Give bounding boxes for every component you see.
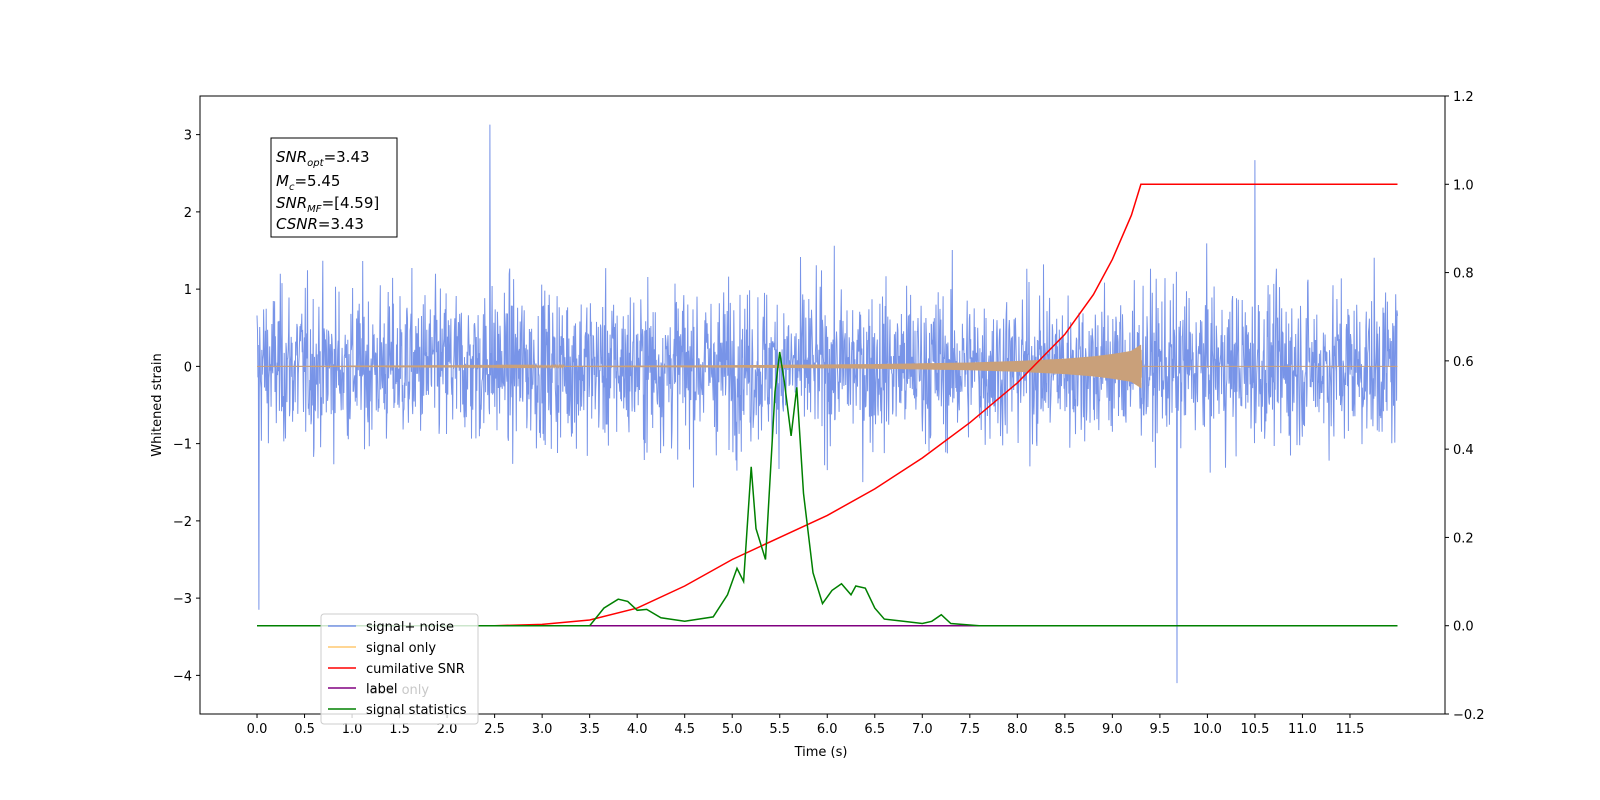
y-left-tick-label: −3 bbox=[173, 592, 192, 607]
legend: signal+ noise signal only cumilative SNR… bbox=[320, 613, 479, 725]
y-left-tick-label: 2 bbox=[184, 206, 192, 221]
x-tick-label: 10.5 bbox=[1240, 722, 1269, 737]
x-tick-label: 1.0 bbox=[342, 722, 363, 737]
x-tick-label: 6.0 bbox=[817, 722, 838, 737]
y-left-tick-label: 0 bbox=[184, 360, 192, 375]
x-tick-label: 11.5 bbox=[1335, 722, 1364, 737]
mc-line: Mc=5.45 bbox=[276, 172, 340, 193]
snr-opt-line: SNRopt=3.43 bbox=[276, 148, 370, 169]
x-tick-label: 2.5 bbox=[484, 722, 505, 737]
y-left-tick-label: −2 bbox=[173, 515, 192, 530]
x-tick-label: 1.5 bbox=[389, 722, 410, 737]
legend-item-signal-only: signal only bbox=[328, 641, 436, 656]
legend-item-signal-statistics: signal statistics bbox=[328, 703, 467, 718]
y-left-tick-label: −4 bbox=[173, 669, 192, 684]
x-tick-label: 8.5 bbox=[1055, 722, 1076, 737]
legend-item-label: label only label bbox=[328, 682, 429, 698]
x-tick-label: 0.0 bbox=[247, 722, 268, 737]
y-left-tick-label: −1 bbox=[173, 438, 192, 453]
x-tick-label: 7.0 bbox=[912, 722, 933, 737]
x-tick-label: 9.5 bbox=[1150, 722, 1171, 737]
y-right-tick-label: 0.2 bbox=[1453, 531, 1474, 546]
x-axis: 0.0 0.5 1.0 1.5 2.0 2.5 3.0 3.5 4.0 4.5 5.0 5.5 6.0 6… bbox=[247, 714, 1364, 737]
legend-item-cumulative-snr: cumilative SNR bbox=[328, 662, 465, 677]
series-signal-noise bbox=[256, 124, 1398, 684]
x-tick-label: 2.0 bbox=[437, 722, 458, 737]
x-tick-label: 0.5 bbox=[294, 722, 315, 737]
svg-text:signal+ noise: signal+ noise bbox=[366, 620, 454, 635]
svg-text:label: label bbox=[366, 682, 397, 697]
y-right-tick-label: 1.2 bbox=[1453, 90, 1474, 105]
x-tick-label: 8.0 bbox=[1007, 722, 1028, 737]
x-tick-label: 6.5 bbox=[864, 722, 885, 737]
svg-text:signal statistics: signal statistics bbox=[366, 703, 467, 718]
y-axis-left: 3 2 1 0 −1 −2 −3 −4 bbox=[173, 129, 200, 684]
x-tick-label: 9.0 bbox=[1102, 722, 1123, 737]
annotation-box: SNRopt=3.43 Mc=5.45 SNRMF=[4.59] CSNR=3.… bbox=[270, 137, 398, 238]
x-tick-label: 7.5 bbox=[959, 722, 980, 737]
y-axis-title: Whitened strain bbox=[150, 353, 165, 456]
y-right-tick-label: −0.2 bbox=[1453, 708, 1485, 723]
y-right-tick-label: 0.4 bbox=[1453, 443, 1474, 458]
series-cumulative-snr bbox=[494, 183, 1398, 627]
y-axis-right: 1.2 1.0 0.8 0.6 0.4 0.2 0.0 −0.2 bbox=[1445, 90, 1485, 723]
y-right-tick-label: 0.6 bbox=[1453, 355, 1474, 370]
y-right-tick-label: 1.0 bbox=[1453, 178, 1474, 193]
x-tick-label: 5.0 bbox=[722, 722, 743, 737]
x-tick-label: 11.0 bbox=[1288, 722, 1317, 737]
y-left-tick-label: 1 bbox=[184, 283, 192, 298]
snr-mf-line: SNRMF=[4.59] bbox=[276, 194, 379, 215]
x-tick-label: 10.0 bbox=[1193, 722, 1222, 737]
x-tick-label: 4.5 bbox=[674, 722, 695, 737]
series-signal-statistics bbox=[257, 351, 1398, 627]
plot-area bbox=[256, 124, 1398, 684]
y-right-tick-label: 0.0 bbox=[1453, 620, 1474, 635]
x-axis-title: Time (s) bbox=[794, 745, 848, 760]
x-tick-label: 3.5 bbox=[579, 722, 600, 737]
y-right-tick-label: 0.8 bbox=[1453, 267, 1474, 282]
y-left-tick-label: 3 bbox=[184, 129, 192, 144]
x-tick-label: 4.0 bbox=[627, 722, 648, 737]
svg-text:signal only: signal only bbox=[366, 641, 436, 656]
x-tick-label: 3.0 bbox=[532, 722, 553, 737]
plot-frame bbox=[199, 95, 1446, 715]
legend-hidden-label: label only bbox=[366, 683, 429, 698]
x-tick-label: 5.5 bbox=[769, 722, 790, 737]
series-signal-only bbox=[257, 344, 1398, 389]
svg-text:cumilative SNR: cumilative SNR bbox=[366, 662, 465, 677]
csnr-line: CSNR=3.43 bbox=[276, 215, 364, 233]
legend-item-signal-noise: signal+ noise bbox=[328, 620, 454, 635]
